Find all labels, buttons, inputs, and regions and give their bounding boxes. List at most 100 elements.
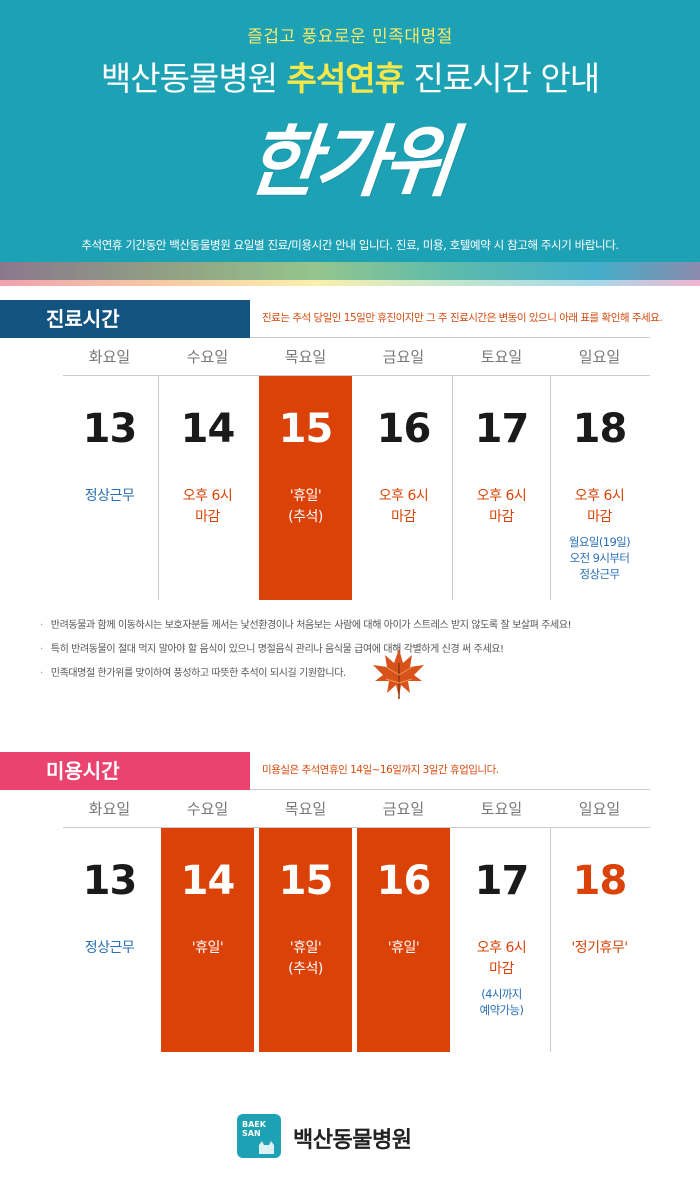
logo-badge-line2: SAN — [242, 1129, 261, 1138]
date-number: 17 — [474, 406, 530, 452]
grooming-note: 미용실은 추석연휴인 14일~16일까지 3일간 휴업입니다. — [262, 764, 499, 776]
status-line: 오후 6시 — [182, 488, 233, 504]
day-column: 14 오후 6시 마감 — [161, 376, 254, 600]
weekday-label: 화요일 — [88, 348, 131, 366]
status-text: '휴일' — [357, 938, 450, 959]
extra-line: (4시까지 — [481, 987, 522, 1001]
date-number: 15 — [278, 858, 334, 904]
date-number: 15 — [278, 406, 334, 452]
grooming-section-head: 미용시간 미용실은 추석연휴인 14일~16일까지 3일간 휴업입니다. — [0, 752, 700, 790]
hangawi-calligraphy: 한가위 — [242, 117, 456, 208]
date-number: 13 — [82, 406, 138, 452]
header-bottom-strip — [0, 262, 700, 286]
status-line: '휴일' — [191, 940, 224, 956]
date-number: 16 — [376, 858, 432, 904]
logo-badge-icon: BAEK SAN — [237, 1114, 281, 1158]
weekday-label: 일요일 — [578, 348, 621, 366]
weekday-label: 목요일 — [284, 800, 327, 818]
cat-silhouette-icon — [259, 1141, 274, 1154]
header-title: 백산동물병원 추석연휴 진료시간 안내 — [0, 52, 700, 100]
weekday-header-row — [63, 790, 650, 828]
status-line: (추석) — [288, 961, 323, 977]
status-line: 오후 6시 — [476, 488, 527, 504]
grooming-tab-label: 미용시간 — [46, 759, 120, 783]
status-line: 오후 6시 — [378, 488, 429, 504]
status-line: 마감 — [489, 961, 514, 977]
extra-line: 예약가능) — [479, 1003, 524, 1017]
date-number: 16 — [376, 406, 432, 452]
clinic-tab: 진료시간 — [0, 300, 250, 338]
logo-badge-line1: BAEK — [242, 1120, 266, 1129]
extra-line: 오전 9시부터 — [569, 551, 630, 565]
status-line: '휴일' — [289, 488, 322, 504]
status-line: 정상근무 — [84, 940, 135, 956]
day-column: 13 정상근무 — [63, 828, 156, 1052]
clinic-note: 진료는 추석 당일인 15일만 휴진이지만 그 주 진료시간은 변동이 있으니 … — [262, 312, 663, 324]
column-divider — [452, 376, 453, 600]
status-line: '휴일' — [289, 940, 322, 956]
note-item: 특히 반려동물이 절대 먹지 말아야 할 음식이 있으니 명절음식 관리나 음식… — [40, 638, 660, 662]
status-text: '휴일' — [161, 938, 254, 959]
weekday-label: 토요일 — [480, 348, 523, 366]
column-divider — [550, 376, 551, 600]
weekday-label: 금요일 — [382, 348, 425, 366]
date-number: 18 — [572, 858, 628, 904]
extra-line: 월요일(19일) — [568, 535, 631, 549]
weekday-label: 수요일 — [186, 800, 229, 818]
grooming-schedule-grid: 화요일 13 정상근무 수요일 14 '휴일' 목요일 15 '휴일' (추석) 금요일 16 '휴일'… — [63, 790, 650, 1052]
weekday-label: 수요일 — [186, 348, 229, 366]
weekday-header-row — [63, 338, 650, 376]
status-line: '정기휴무' — [571, 940, 628, 956]
column-divider — [550, 828, 551, 1052]
date-number: 18 — [572, 406, 628, 452]
note-item: 민족대명절 한가위를 맞이하여 풍성하고 따뜻한 추석이 되시길 기원합니다. — [40, 662, 660, 686]
weekday-label: 금요일 — [382, 800, 425, 818]
weekday-label: 토요일 — [480, 800, 523, 818]
note-item: 반려동물과 함께 이동하시는 보호자분들 께서는 낯선환경이나 처음보는 사람에… — [40, 614, 660, 638]
notes-list: 반려동물과 함께 이동하시는 보호자분들 께서는 낯선환경이나 처음보는 사람에… — [40, 614, 660, 686]
status-line: 마감 — [391, 509, 416, 525]
grooming-tab: 미용시간 — [0, 752, 250, 790]
day-column: 14 '휴일' — [161, 828, 254, 1052]
status-text: '휴일' (추석) — [259, 938, 352, 980]
status-text: 오후 6시 마감 — [553, 486, 646, 528]
status-text: '휴일' (추석) — [259, 486, 352, 528]
header-banner: 즐겁고 풍요로운 민족대명절 백산동물병원 추석연휴 진료시간 안내 한가위 추… — [0, 0, 700, 280]
date-number: 13 — [82, 858, 138, 904]
day-column: 13 정상근무 — [63, 376, 156, 600]
section-rule — [250, 789, 650, 790]
date-number: 17 — [474, 858, 530, 904]
weekday-label: 화요일 — [88, 800, 131, 818]
day-column: 18 '정기휴무' — [553, 828, 646, 1052]
clinic-tab-label: 진료시간 — [46, 307, 120, 331]
status-text: 정상근무 — [63, 938, 156, 959]
date-number: 14 — [180, 406, 236, 452]
clinic-schedule-grid: 화요일 13 정상근무 수요일 14 오후 6시 마감 목요일 15 '휴일' (추석) 금요일 16 오… — [63, 338, 650, 600]
status-line: 마감 — [587, 509, 612, 525]
status-line: 오후 6시 — [476, 940, 527, 956]
header-subtitle: 즐겁고 풍요로운 민족대명절 — [247, 27, 453, 47]
status-text: 정상근무 — [63, 486, 156, 507]
day-column: 15 '휴일' (추석) — [259, 828, 352, 1052]
status-line: 마감 — [489, 509, 514, 525]
status-line: (추석) — [288, 509, 323, 525]
section-rule — [250, 337, 650, 338]
date-number: 14 — [180, 858, 236, 904]
title-suffix: 진료시간 안내 — [403, 59, 600, 98]
status-text: 오후 6시 마감 — [161, 486, 254, 528]
title-prefix: 백산동물병원 — [100, 59, 287, 98]
header-notice: 추석연휴 기간동안 백산동물병원 요일별 진료/미용시간 안내 입니다. 진료,… — [81, 238, 619, 252]
logo-text: 백산동물병원 — [293, 1128, 412, 1153]
maple-leaf-icon — [373, 649, 424, 699]
extra-line: 정상근무 — [579, 567, 621, 581]
clinic-section-head: 진료시간 진료는 추석 당일인 15일만 휴진이지만 그 주 진료시간은 변동이… — [0, 300, 700, 338]
